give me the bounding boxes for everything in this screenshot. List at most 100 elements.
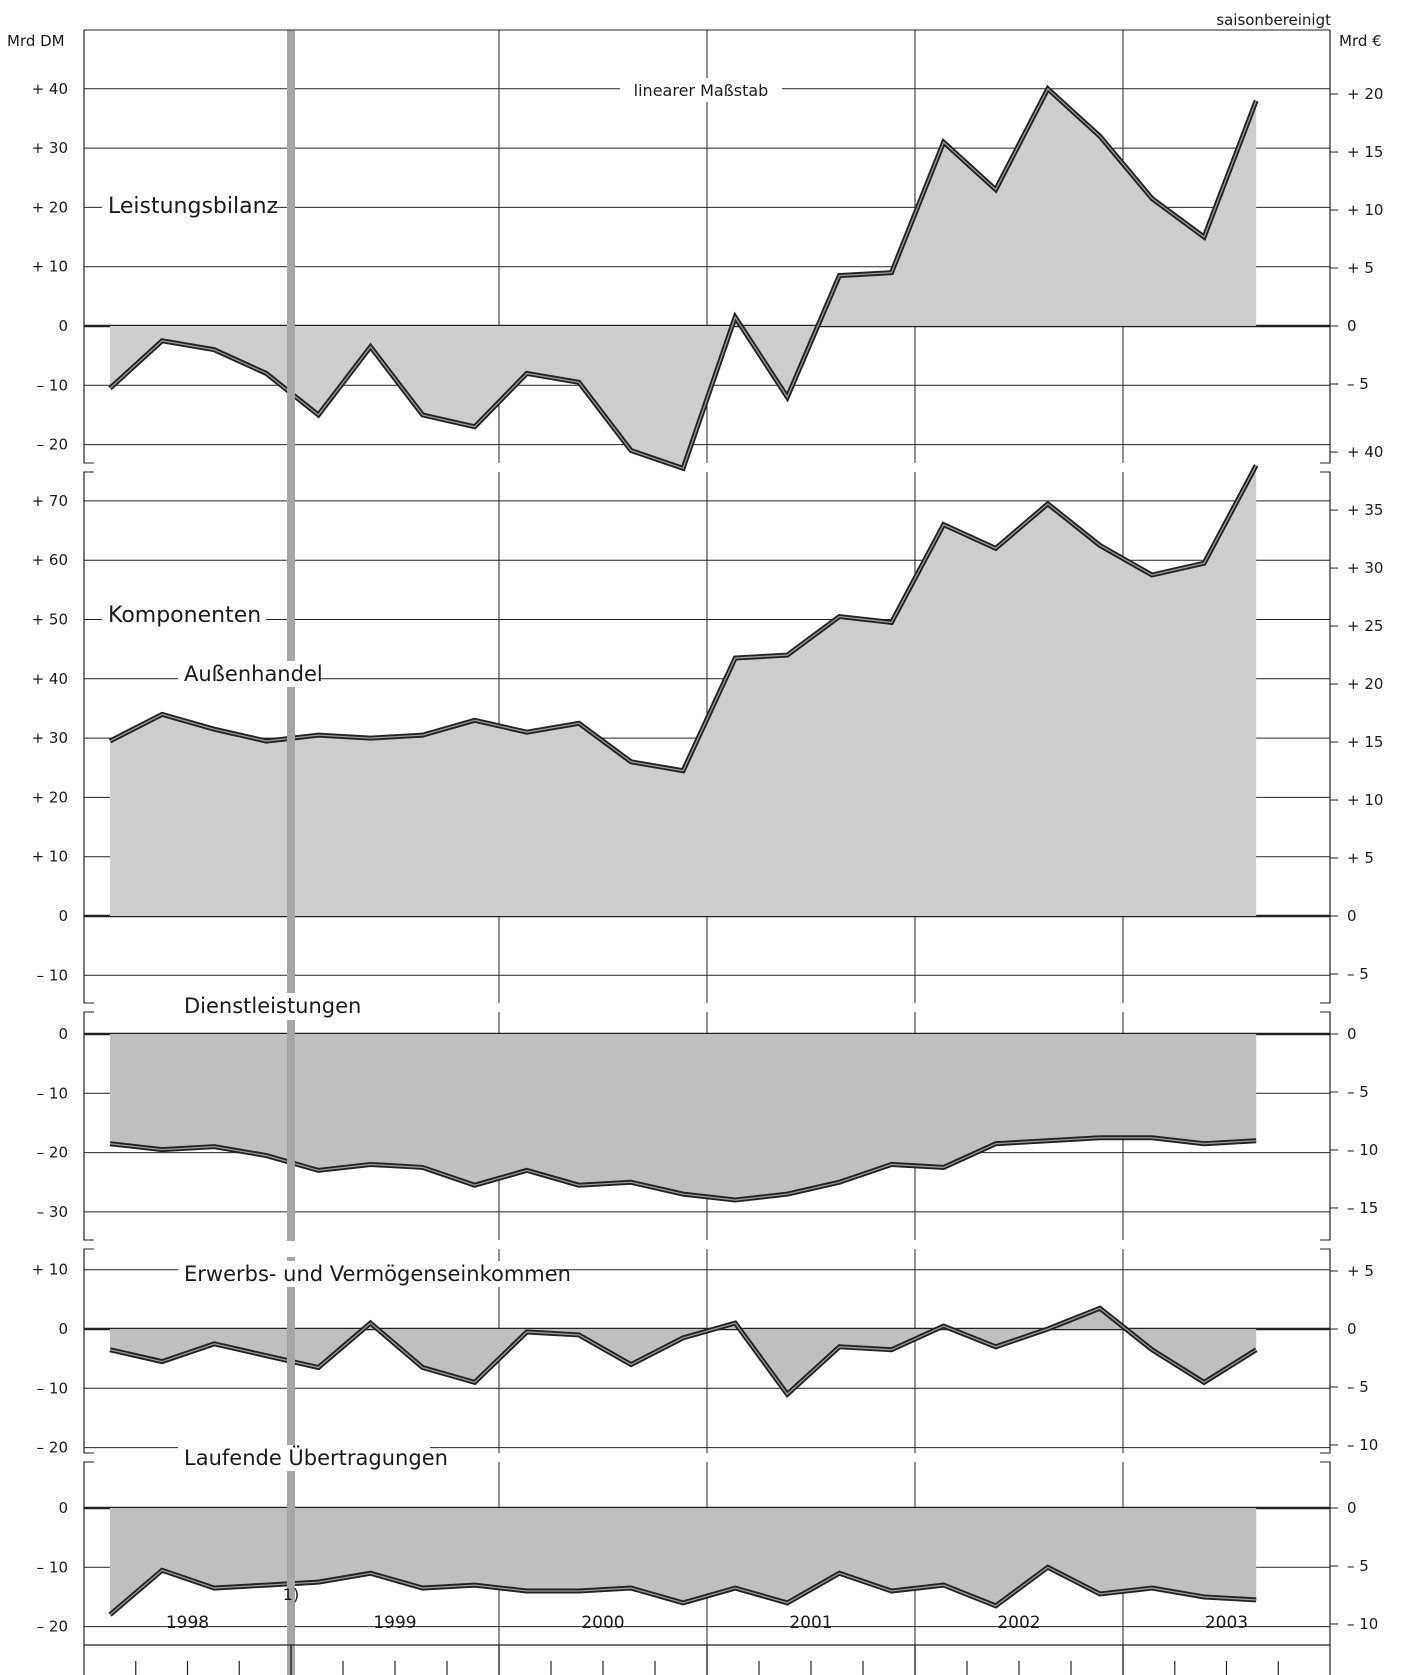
series-line-inner: [109, 465, 1257, 772]
left-tick-label: 0: [58, 317, 68, 335]
panel-bracket-left: [83, 1461, 94, 1474]
left-tick-label: – 10: [37, 966, 68, 984]
right-tick-label: + 15: [1347, 733, 1383, 751]
right-tick-label: 0: [1347, 907, 1357, 925]
right-tick-label: – 5: [1347, 1557, 1369, 1575]
right-tick-label: + 10: [1347, 791, 1383, 809]
left-tick-label: – 20: [37, 1144, 68, 1162]
scale-label: linearer Maßstab: [634, 81, 769, 100]
left-tick-label: – 20: [37, 436, 68, 454]
left-tick-label: 0: [58, 907, 68, 925]
series-label-dienstleistungen-bg: [178, 993, 354, 1019]
plot-frame: [83, 29, 1331, 1675]
area-außenhandel: [110, 465, 1257, 916]
left-tick-label: + 20: [32, 788, 68, 806]
series-label-erwerbs: Erwerbs- und Vermögenseinkommen: [184, 1262, 571, 1286]
panel-title-leistungsbilanz-bg: [102, 193, 274, 219]
left-tick-label: + 30: [32, 729, 68, 747]
left-tick-label: + 10: [32, 848, 68, 866]
area-dienstleistungen: [110, 1034, 1257, 1201]
panel-bracket-left: [83, 1011, 94, 1024]
year-label-2001: 2001: [789, 1613, 832, 1633]
year-label-2003: 2003: [1205, 1613, 1248, 1633]
series-areas: [110, 88, 1257, 1615]
right-tick-label: – 10: [1347, 1615, 1378, 1633]
panel-bracket-left: [83, 1248, 94, 1261]
right-tick-label: – 15: [1347, 1199, 1378, 1217]
right-tick-label: + 20: [1347, 85, 1383, 103]
panel-bracket-right: [1320, 471, 1331, 484]
scale-label-bg: [620, 78, 782, 102]
right-tick-label: – 5: [1347, 965, 1369, 983]
right-tick-label: + 40: [1347, 443, 1383, 461]
left-tick-label: – 10: [37, 1379, 68, 1397]
right-tick-label: + 30: [1347, 559, 1383, 577]
left-tick-label: + 10: [32, 258, 68, 276]
right-tick-label: + 20: [1347, 675, 1383, 693]
panel-bracket-right: [1320, 991, 1331, 1004]
footnote-marker: 1): [283, 1585, 299, 1604]
left-tick-label: + 50: [32, 611, 68, 629]
left-tick-label: + 60: [32, 551, 68, 569]
panel-bracket-right: [1320, 1228, 1331, 1241]
right-tick-label: – 5: [1347, 1083, 1369, 1101]
left-tick-label: + 20: [32, 198, 68, 216]
left-tick-label: 0: [58, 1499, 68, 1517]
panel-bracket-left: [83, 1441, 94, 1454]
area-leistungsbilanz: [110, 88, 1257, 469]
series-line-inner: [109, 1137, 1257, 1201]
series-line-inner: [109, 87, 1257, 470]
panel-bracket-right: [1320, 1248, 1331, 1261]
series-line-inner: [109, 1566, 1257, 1616]
left-tick-label: + 40: [32, 80, 68, 98]
year-label-2002: 2002: [997, 1613, 1040, 1633]
break-bar: [287, 30, 295, 1675]
right-unit-label: Mrd €: [1339, 32, 1382, 50]
seasonally-adjusted-note: saisonbereinigt: [1216, 11, 1331, 29]
year-label-2000: 2000: [581, 1613, 624, 1633]
left-tick-label: – 20: [37, 1439, 68, 1457]
panel-bracket-right: [1320, 1011, 1331, 1024]
left-tick-label: – 20: [37, 1618, 68, 1636]
series-label-uebertragungen-bg: [178, 1445, 430, 1471]
right-tick-label: + 15: [1347, 143, 1383, 161]
area-laufende-übertragungen: [110, 1508, 1257, 1615]
year-label-1998: 1998: [166, 1613, 209, 1633]
panel-bracket-right: [1320, 1441, 1331, 1454]
left-tick-label: 0: [58, 1025, 68, 1043]
left-tick-label: + 10: [32, 1261, 68, 1279]
break-gap: [284, 1241, 298, 1257]
right-tick-label: + 5: [1347, 849, 1374, 867]
series-label-uebertragungen: Laufende Übertragungen: [184, 1445, 448, 1470]
left-tick-label: + 70: [32, 492, 68, 510]
series-label-aussenhandel: Außenhandel: [184, 662, 323, 686]
left-unit-label: Mrd DM: [7, 32, 65, 50]
left-tick-label: 0: [58, 1320, 68, 1338]
panel-bracket-left: [83, 991, 94, 1004]
panel-bracket-right: [1320, 451, 1331, 464]
series-label-erwerbs-bg: [178, 1261, 554, 1287]
panel-bracket-left: [83, 1228, 94, 1241]
right-tick-label: 0: [1347, 1025, 1357, 1043]
labels: + 40 + 30 + 20 + 10 0 – 10 – 20 + 20 + 15 + 10 + 5…: [32, 78, 1383, 1636]
right-tick-label: + 5: [1347, 1262, 1374, 1280]
right-tick-label: 0: [1347, 1499, 1357, 1517]
right-tick-label: 0: [1347, 317, 1357, 335]
panel-bracket-left: [83, 451, 94, 464]
left-tick-label: – 10: [37, 1558, 68, 1576]
series-label-aussenhandel-bg: [178, 661, 320, 687]
panel-title-komponenten-bg: [102, 602, 266, 628]
left-tick-label: – 10: [37, 376, 68, 394]
right-tick-label: – 10: [1347, 1436, 1378, 1454]
right-tick-label: + 5: [1347, 259, 1374, 277]
right-tick-label: – 5: [1347, 375, 1369, 393]
right-tick-label: + 35: [1347, 501, 1383, 519]
series-lines: [108, 84, 1259, 1617]
left-tick-label: + 40: [32, 670, 68, 688]
left-tick-label: + 30: [32, 139, 68, 157]
right-tick-label: – 10: [1347, 1141, 1378, 1159]
series-line-inner: [109, 1307, 1257, 1396]
right-tick-label: + 25: [1347, 617, 1383, 635]
area-erwerbs--und-vermögenseinkommen: [110, 1308, 1257, 1395]
